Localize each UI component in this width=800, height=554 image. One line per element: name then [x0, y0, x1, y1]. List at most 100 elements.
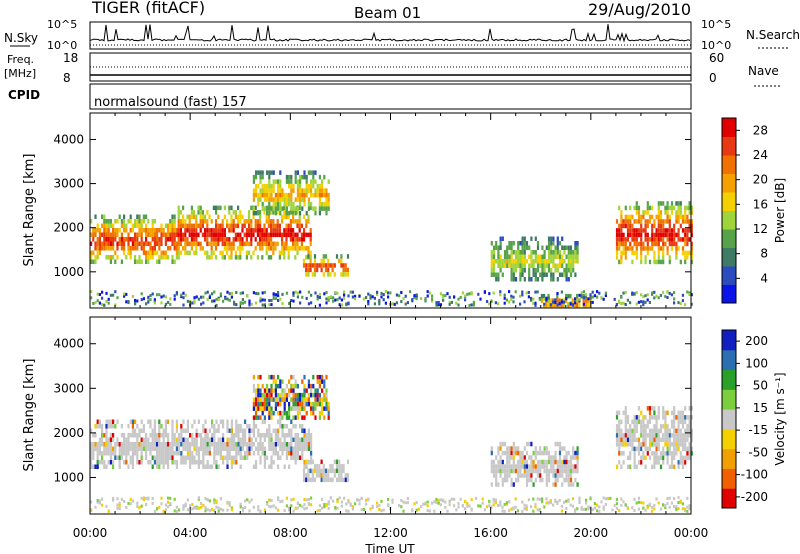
- echo-cell: [675, 250, 678, 256]
- echo-cell: [530, 473, 533, 478]
- echo-cell: [508, 254, 511, 259]
- echo-cell: [442, 498, 445, 502]
- echo-cell: [230, 428, 233, 433]
- echo-cell: [272, 504, 275, 508]
- echo-cell: [149, 232, 152, 237]
- echo-cell: [343, 290, 346, 294]
- echo-cell: [666, 446, 669, 452]
- echo-cell: [327, 500, 330, 504]
- echo-cell: [270, 388, 273, 393]
- echo-cell: [270, 170, 273, 175]
- echo-cell: [402, 500, 405, 504]
- echo-cell: [270, 455, 273, 460]
- echo-cell: [301, 174, 304, 180]
- echo-cell: [310, 410, 313, 416]
- echo-cell: [212, 241, 215, 247]
- echo-cell: [296, 415, 299, 420]
- echo-cell: [466, 292, 469, 296]
- echo-cell: [572, 464, 575, 469]
- echo-cell: [497, 459, 500, 465]
- echo-cell: [554, 455, 557, 460]
- echo-cell: [684, 237, 687, 242]
- echo-cell: [572, 482, 575, 487]
- echo-cell: [301, 192, 304, 198]
- echo-cell: [294, 241, 297, 247]
- echo-cell: [129, 446, 132, 451]
- echo-cell: [327, 258, 330, 264]
- echo-cell: [318, 183, 321, 189]
- echo-cell: [153, 460, 156, 465]
- echo-cell: [569, 254, 573, 259]
- echo-cell: [323, 397, 326, 402]
- echo-cell: [107, 237, 110, 242]
- echo-cell: [558, 455, 562, 460]
- echo-cell: [215, 505, 218, 509]
- echo-cell: [662, 410, 665, 416]
- echo-cell: [244, 300, 247, 304]
- echo-cell: [325, 197, 328, 202]
- echo-cell: [501, 236, 504, 241]
- echo-cell: [162, 446, 165, 451]
- echo-cell: [637, 219, 641, 224]
- echo-cell: [668, 464, 671, 470]
- echo-cell: [655, 294, 658, 298]
- echo-cell: [281, 188, 284, 193]
- echo-cell: [261, 188, 264, 193]
- echo-cell: [278, 255, 281, 260]
- echo-cell: [156, 228, 159, 233]
- echo-cell: [186, 498, 189, 502]
- echo-cell: [618, 299, 621, 303]
- echo-cell: [413, 294, 416, 298]
- echo-cell: [323, 292, 326, 296]
- echo-cell: [558, 272, 562, 277]
- echo-cell: [310, 183, 313, 189]
- echo-cell: [296, 232, 299, 238]
- echo-cell: [243, 219, 246, 224]
- echo-cell: [140, 437, 143, 442]
- echo-cell: [528, 455, 531, 460]
- echo-cell: [226, 437, 229, 442]
- echo-cell: [307, 214, 310, 220]
- echo-cell: [338, 303, 341, 307]
- echo-cell: [307, 290, 310, 294]
- echo-cell: [624, 415, 627, 420]
- echo-cell: [684, 406, 687, 411]
- echo-cell: [479, 297, 482, 301]
- echo-cell: [576, 482, 579, 487]
- echo-cell: [90, 232, 93, 237]
- echo-cell: [514, 477, 518, 483]
- echo-cell: [358, 502, 361, 506]
- echo-cell: [129, 497, 132, 501]
- echo-cell: [228, 228, 231, 233]
- echo-cell: [268, 192, 271, 198]
- echo-cell: [101, 303, 104, 306]
- echo-cell: [261, 406, 264, 411]
- echo-cell: [252, 401, 255, 407]
- echo-cell: [541, 497, 544, 501]
- echo-cell: [92, 237, 95, 242]
- echo-cell: [255, 292, 258, 295]
- echo-cell: [123, 219, 126, 224]
- echo-cell: [298, 228, 301, 233]
- echo-cell: [272, 210, 275, 215]
- echo-cell: [98, 232, 101, 237]
- echo-cell: [259, 415, 262, 420]
- echo-cell: [250, 241, 253, 247]
- echo-cell: [272, 219, 275, 224]
- echo-cell: [147, 298, 150, 302]
- echo-cell: [158, 505, 161, 509]
- echo-cell: [550, 277, 553, 282]
- echo-cell: [105, 223, 108, 228]
- echo-cell: [263, 388, 266, 393]
- echo-cell: [129, 228, 132, 233]
- echo-cell: [574, 272, 577, 277]
- echo-cell: [514, 464, 518, 469]
- echo-cell: [624, 219, 627, 224]
- echo-cell: [145, 214, 148, 219]
- echo-cell: [164, 451, 167, 456]
- echo-cell: [134, 298, 137, 302]
- echo-cell: [679, 451, 682, 456]
- echo-cell: [112, 246, 115, 251]
- echo-cell: [556, 245, 559, 250]
- echo-cell: [285, 237, 288, 242]
